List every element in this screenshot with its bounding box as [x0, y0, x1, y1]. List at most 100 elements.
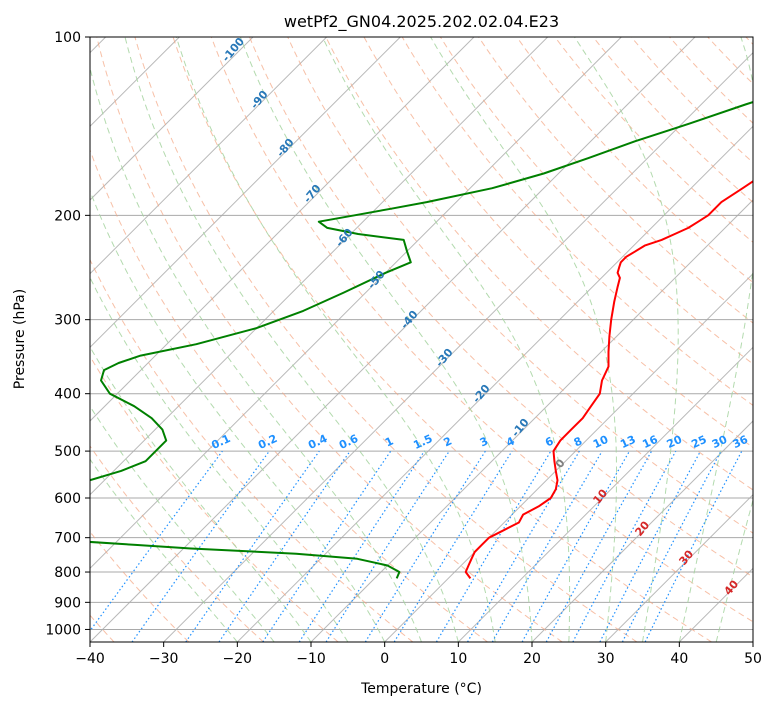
- mixing-ratio-label: 25: [689, 433, 708, 451]
- x-tick-label: 50: [744, 651, 762, 667]
- moist-adiabat-line: [90, 189, 386, 642]
- y-tick-label: 200: [54, 208, 81, 224]
- mixing-ratio-line: [131, 450, 270, 642]
- x-tick-label: −20: [223, 651, 253, 667]
- isotherm-line: [236, 125, 753, 642]
- dry-adiabat-line: [478, 37, 753, 324]
- moist-adiabat-lines: [90, 37, 753, 642]
- dry-adiabat-label: -20: [470, 382, 493, 406]
- dewpoint-profile-line: [90, 101, 753, 579]
- isotherm-lines: [90, 37, 753, 642]
- dry-adiabat-line: [287, 37, 753, 534]
- x-tick-label: 0: [380, 651, 389, 667]
- y-axis-ticks: 100 200 300 400 500 600 700 800 900 1000: [45, 30, 90, 638]
- dry-adiabat-line: [707, 37, 753, 85]
- dry-adiabat-label: -70: [301, 182, 324, 206]
- x-axis-label: Temperature (°C): [360, 681, 482, 697]
- dry-adiabat-line: [134, 37, 638, 642]
- mixing-ratio-label: 20: [665, 433, 685, 451]
- isotherm-line: [531, 420, 753, 642]
- dry-adiabat-line: [516, 37, 753, 284]
- mixing-ratio-label: 10: [591, 433, 611, 451]
- isotherm-line: [310, 199, 753, 642]
- moist-adiabat-line: [430, 37, 617, 642]
- dry-adiabat-line: [325, 37, 753, 491]
- mixing-ratio-line: [435, 450, 552, 642]
- moist-adiabat-line: [90, 65, 422, 642]
- dry-adiabat-line: [96, 37, 563, 642]
- moist-adiabat-label: 10: [590, 486, 610, 506]
- mixing-ratio-line: [644, 450, 743, 642]
- y-tick-label: 300: [54, 313, 81, 329]
- dry-adiabat-lines: [90, 37, 753, 642]
- moist-adiabat-line: [715, 498, 753, 642]
- plot-frame: [89, 36, 754, 643]
- moist-adiabat-label: 30: [676, 547, 696, 567]
- isotherm-line: [163, 51, 753, 642]
- isotherm-line: [90, 37, 254, 201]
- mixing-ratio-line: [393, 450, 513, 642]
- mixing-ratio-line: [325, 450, 450, 642]
- y-tick-label: 700: [54, 531, 81, 547]
- mixing-ratio-line: [572, 450, 677, 642]
- isotherm-line: [384, 272, 753, 642]
- mixing-ratio-lines: [90, 450, 743, 642]
- mixing-ratio-label: 13: [618, 433, 637, 451]
- y-tick-label: 900: [54, 595, 81, 611]
- dry-adiabat-line: [210, 37, 753, 623]
- moist-adiabat-line: [90, 405, 275, 642]
- isotherm-line: [90, 37, 401, 349]
- mixing-ratio-line: [262, 450, 392, 642]
- moist-adiabat-line: [322, 37, 571, 642]
- y-axis-label: Pressure (hPa): [12, 289, 28, 389]
- x-tick-label: −40: [75, 651, 105, 667]
- mixing-ratio-line: [218, 450, 351, 642]
- dry-adiabat-label: -40: [398, 308, 421, 332]
- mixing-ratio-line: [466, 450, 580, 642]
- moist-adiabat-line: [90, 458, 238, 642]
- y-tick-label: 500: [54, 444, 81, 460]
- mixing-ratio-line: [185, 450, 320, 642]
- mixing-ratio-label: 3: [478, 434, 490, 449]
- mixing-ratio-label: 0.2: [256, 432, 279, 452]
- isotherm-line: [90, 37, 696, 642]
- mixing-ratio-line: [90, 450, 223, 632]
- moist-adiabat-label: 20: [632, 518, 652, 538]
- temperature-profile-line: [464, 180, 753, 579]
- y-tick-label: 1000: [45, 622, 81, 638]
- moist-adiabat-line: [90, 345, 312, 642]
- isotherm-line: [457, 346, 753, 642]
- chart-title: wetPf2_GN04.2025.202.02.04.E23: [284, 12, 559, 32]
- moist-adiabat-line: [678, 37, 753, 642]
- x-axis-ticks: −40 −30 −20 −10 0 10 20 30 40 50: [75, 642, 762, 667]
- x-tick-label: 20: [523, 651, 541, 667]
- isotherm-line: [605, 493, 753, 642]
- dry-adiabat-label: -90: [248, 88, 271, 112]
- mixing-ratio-label: 30: [710, 433, 730, 451]
- mixing-ratio-line: [364, 450, 486, 642]
- dry-adiabat-label: -100: [219, 35, 247, 65]
- dry-adiabat-label: -80: [274, 136, 297, 160]
- mixing-ratio-label: 0.4: [306, 432, 329, 452]
- mixing-ratio-line: [521, 450, 631, 642]
- dry-adiabat-line: [90, 258, 414, 642]
- y-tick-label: 100: [54, 30, 81, 46]
- isotherm-line: [90, 37, 328, 275]
- dry-adiabat-line: [745, 37, 753, 46]
- x-tick-label: 10: [449, 651, 467, 667]
- dry-adiabat-label: -50: [365, 268, 388, 292]
- isotherm-line: [90, 37, 475, 422]
- dry-adiabat-line: [249, 37, 753, 578]
- moist-adiabat-line: [574, 37, 679, 642]
- mixing-ratio-label: 1: [383, 434, 395, 449]
- mixing-ratio-label: 36: [731, 433, 751, 451]
- dry-adiabat-line: [90, 531, 190, 642]
- moist-adiabat-line: [124, 37, 459, 642]
- moist-adiabat-line: [175, 37, 496, 642]
- y-tick-label: 800: [54, 565, 81, 581]
- x-tick-label: −30: [149, 651, 179, 667]
- y-tick-label: 600: [54, 491, 81, 507]
- moist-adiabat-label: 40: [721, 577, 741, 597]
